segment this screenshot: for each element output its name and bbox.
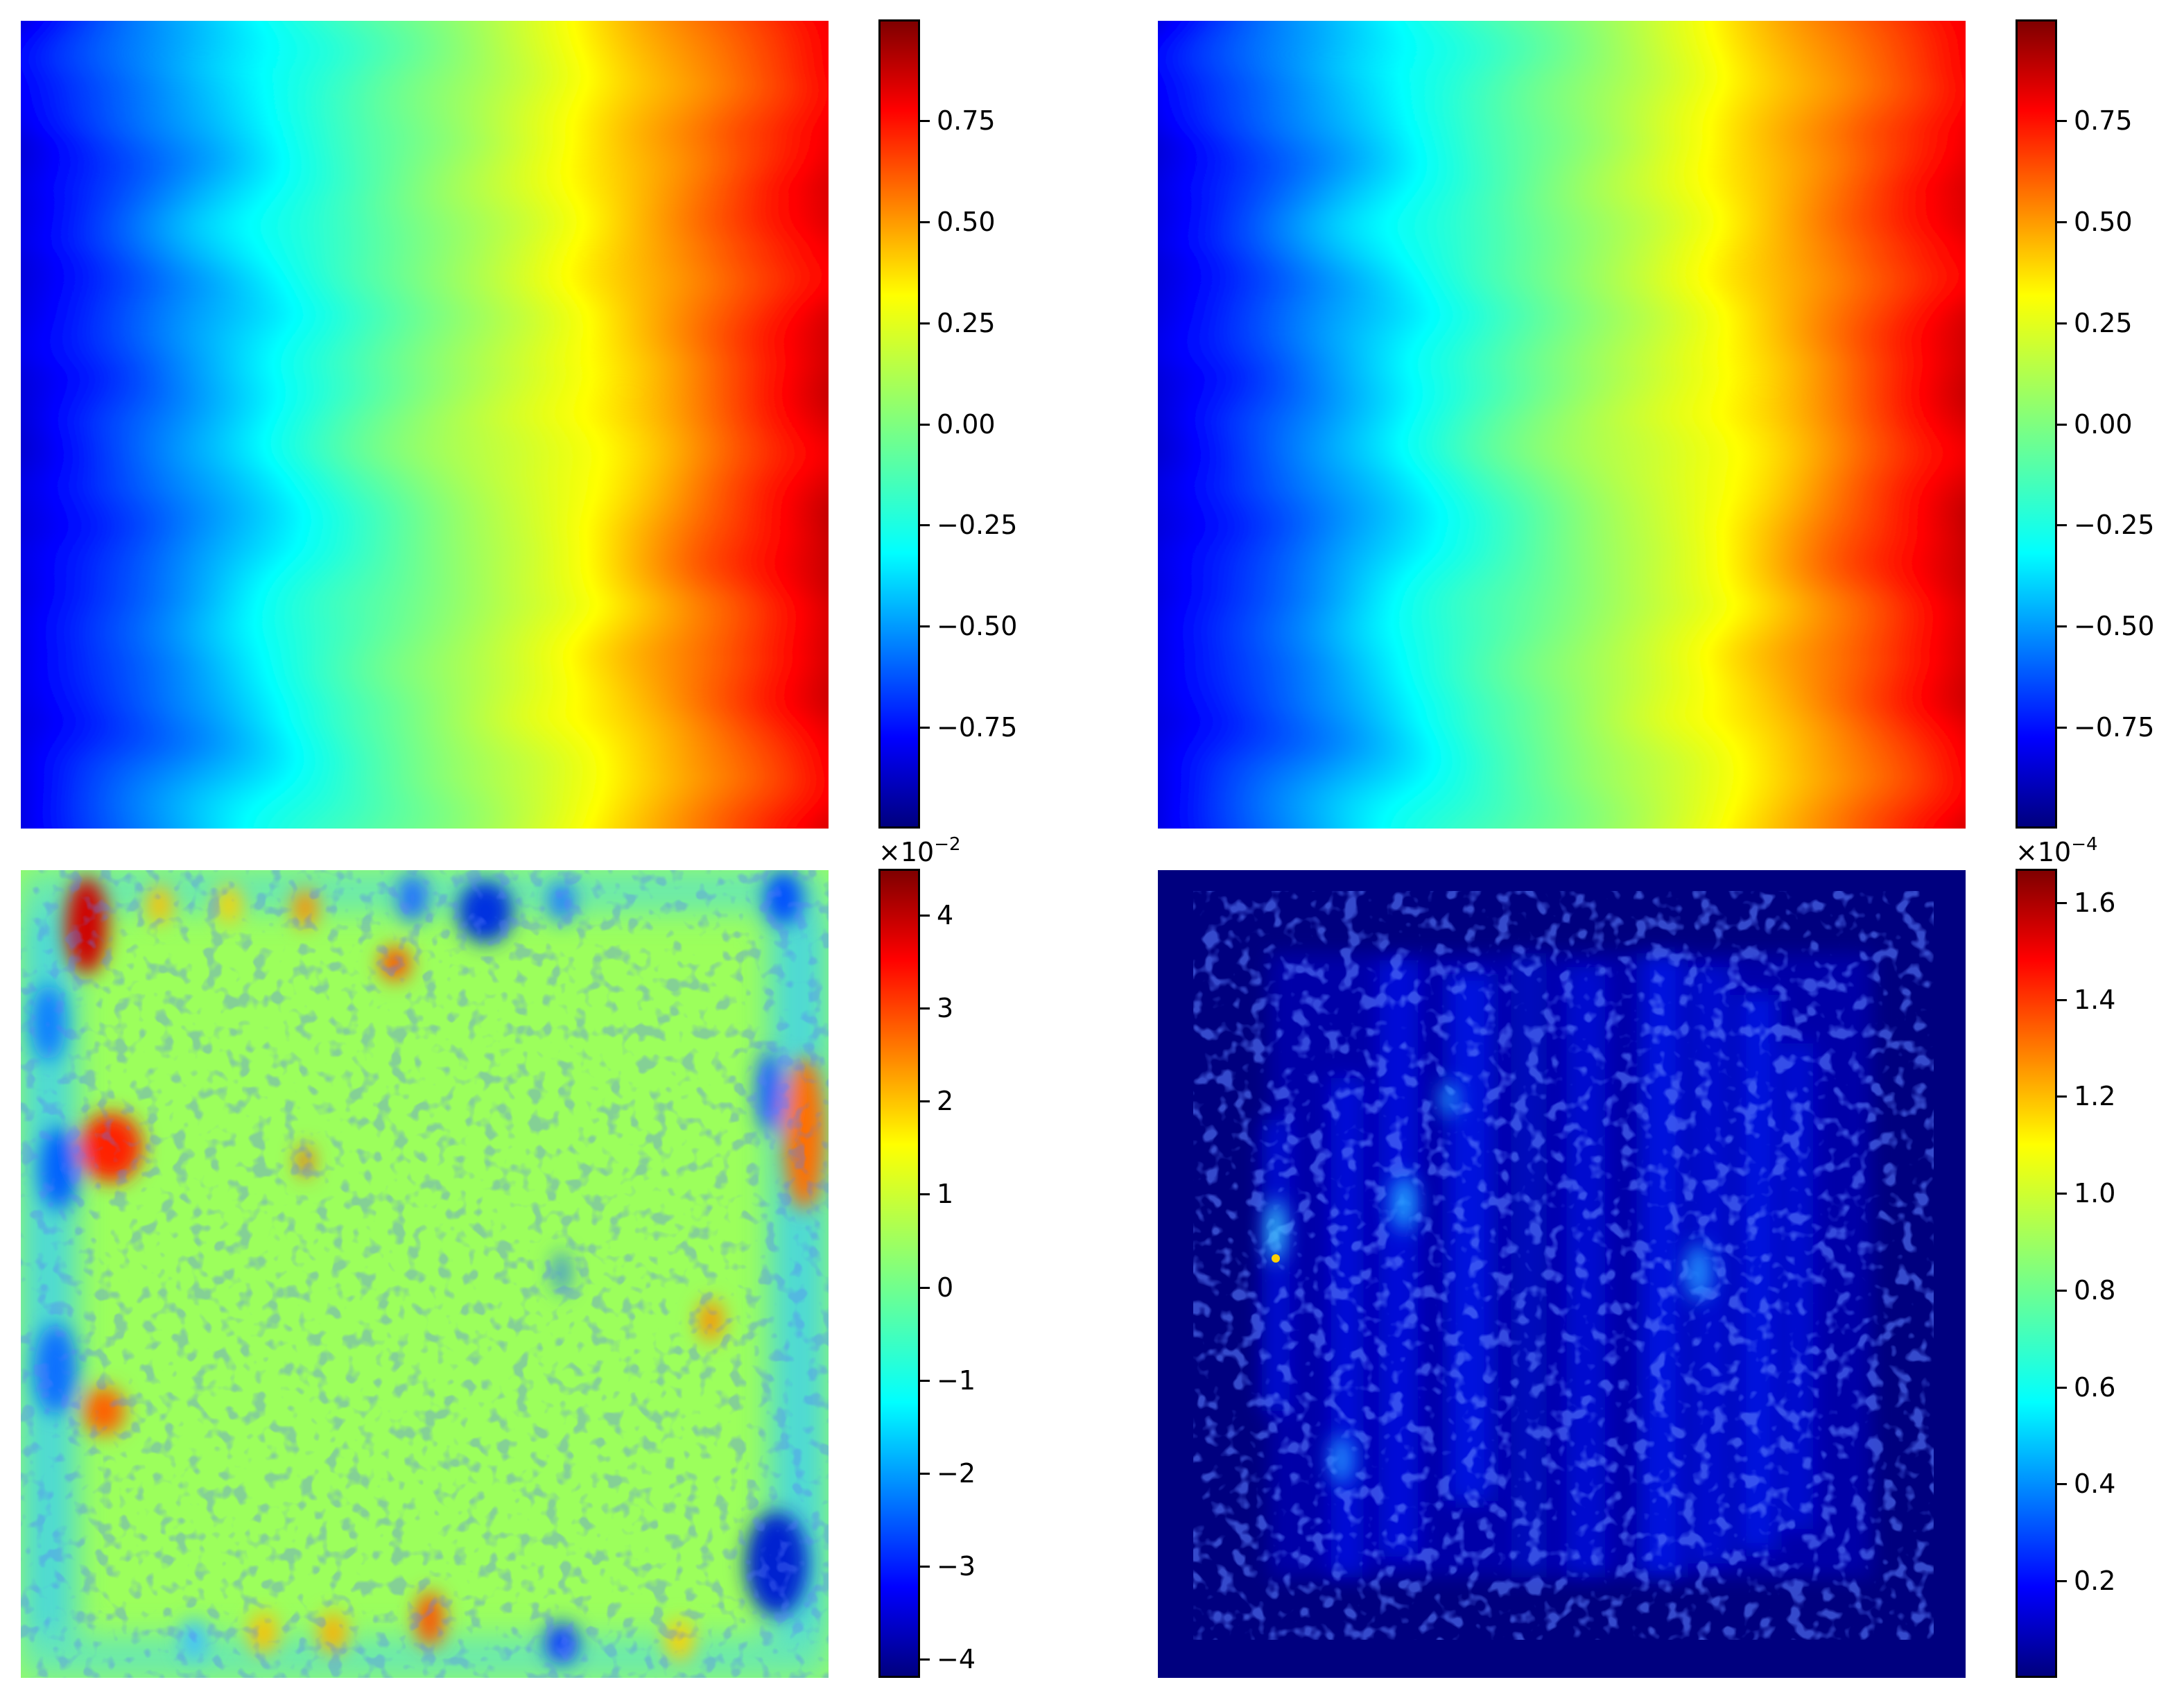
colorbar-error-tick <box>920 1566 930 1568</box>
colorbar-prediction-tick <box>920 423 930 426</box>
colorbar-prediction-tick <box>920 322 930 324</box>
colorbar-squared-error-tick-label: 1.2 <box>2074 1081 2116 1112</box>
colorbar-error <box>878 869 920 1678</box>
colorbar-reference-tick <box>2057 423 2067 426</box>
colorbar-reference-tick <box>2057 524 2067 527</box>
colorbar-error-tick-label: −2 <box>937 1457 976 1489</box>
heatmap-reference-svg <box>1158 21 1966 829</box>
colorbar-reference-tick-label: 0.00 <box>2074 408 2133 440</box>
colorbar-squared-error-tick <box>2057 998 2067 1001</box>
colorbar-reference-tick-label: −0.25 <box>2074 510 2155 541</box>
colorbar-squared-error-exponent: ×10−4 <box>2016 834 2098 867</box>
colorbar-error-tick <box>920 1286 930 1289</box>
colorbar-reference-tick-label: 0.50 <box>2074 206 2133 237</box>
colorbar-prediction-tick <box>920 524 930 527</box>
colorbar-squared-error-tick <box>2057 901 2067 904</box>
colorbar-prediction-tick-label: −0.50 <box>937 611 1018 642</box>
heatmap-error <box>21 870 829 1678</box>
colorbar-prediction-tick-label: −0.25 <box>937 510 1018 541</box>
colorbar-squared-error-tick <box>2057 1095 2067 1098</box>
colorbar-reference <box>2016 19 2057 829</box>
colorbar-prediction-tick <box>920 220 930 223</box>
colorbar-error-tick <box>920 1100 930 1103</box>
heatmap-reference <box>1158 21 1966 829</box>
colorbar-prediction-tick-label: 0.00 <box>937 408 996 440</box>
colorbar-squared-error <box>2016 869 2057 1678</box>
colorbar-squared-error-tick <box>2057 1193 2067 1195</box>
heatmap-prediction <box>21 21 829 829</box>
colorbar-error-tick-label: 3 <box>937 993 954 1024</box>
colorbar-squared-error-tick-label: 0.8 <box>2074 1274 2116 1306</box>
colorbar-reference-tick <box>2057 119 2067 122</box>
colorbar-error-tick-label: 1 <box>937 1179 954 1210</box>
colorbar-squared-error-tick <box>2057 1580 2067 1583</box>
colorbar-prediction-tick <box>920 727 930 729</box>
colorbar-squared-error-tick-label: 1.4 <box>2074 984 2116 1015</box>
colorbar-error-tick-label: 2 <box>937 1086 954 1117</box>
colorbar-error-tick-label: −1 <box>937 1365 976 1396</box>
colorbar-reference-tick-label: 0.25 <box>2074 307 2133 338</box>
colorbar-error-tick <box>920 915 930 917</box>
colorbar-squared-error-tick-label: 1.6 <box>2074 887 2116 918</box>
colorbar-error-tick <box>920 1193 930 1196</box>
colorbar-squared-error-tick-label: 0.4 <box>2074 1469 2116 1500</box>
colorbar-squared-error-tick-label: 0.2 <box>2074 1566 2116 1597</box>
colorbar-error-tick <box>920 1379 930 1382</box>
colorbar-prediction-tick-label: −0.75 <box>937 712 1018 743</box>
colorbar-error-tick-label: 4 <box>937 900 954 931</box>
colorbar-reference-tick-label: 0.75 <box>2074 105 2133 136</box>
heatmap-prediction-svg <box>21 21 829 829</box>
colorbar-reference-tick-label: −0.50 <box>2074 611 2155 642</box>
colorbar-reference-tick-label: −0.75 <box>2074 712 2155 743</box>
colorbar-error-tick-label: −4 <box>937 1644 976 1675</box>
colorbar-error-tick <box>920 1658 930 1661</box>
colorbar-reference-tick <box>2057 322 2067 324</box>
colorbar-squared-error-tick <box>2057 1483 2067 1486</box>
colorbar-reference-tick <box>2057 727 2067 729</box>
heatmap-squared-error <box>1158 870 1966 1678</box>
colorbar-prediction-tick-label: 0.25 <box>937 307 996 338</box>
colorbar-error-exponent: ×10−2 <box>878 834 961 867</box>
colorbar-squared-error-tick <box>2057 1386 2067 1389</box>
heatmap-squared-error-svg <box>1158 870 1966 1678</box>
colorbar-reference-tick <box>2057 625 2067 628</box>
colorbar-error-tick-label: 0 <box>937 1272 954 1303</box>
colorbar-prediction-tick <box>920 625 930 628</box>
colorbar-error-tick <box>920 1007 930 1010</box>
colorbar-error-tick <box>920 1472 930 1475</box>
heatmap-error-svg <box>21 870 829 1678</box>
colorbar-prediction-tick-label: 0.75 <box>937 105 996 136</box>
colorbar-reference-tick <box>2057 220 2067 223</box>
colorbar-prediction-tick <box>920 119 930 122</box>
colorbar-prediction-tick-label: 0.50 <box>937 206 996 237</box>
colorbar-squared-error-tick <box>2057 1289 2067 1292</box>
colorbar-error-tick-label: −3 <box>937 1551 976 1582</box>
colorbar-squared-error-tick-label: 0.6 <box>2074 1371 2116 1403</box>
colorbar-squared-error-tick-label: 1.0 <box>2074 1178 2116 1209</box>
colorbar-prediction <box>878 19 920 829</box>
